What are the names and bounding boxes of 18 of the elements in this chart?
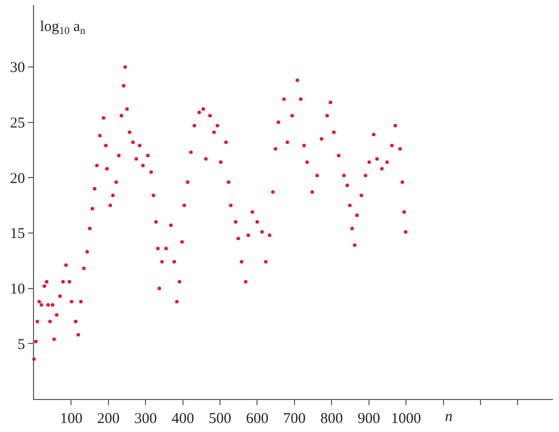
y-axis-title: log$_{10}$ a$_{n}$: [40, 19, 86, 38]
x-tick-label: 100: [60, 411, 82, 427]
x-tick-label: 1000: [391, 411, 422, 427]
y-tick-label: 15: [10, 226, 25, 242]
y-tick-label: 5: [18, 336, 25, 353]
x-tick-label: 800: [320, 411, 343, 427]
x-tick-label: 500: [208, 411, 232, 427]
y-tick-label: 25: [10, 116, 25, 132]
x-tick-label: 200: [97, 411, 120, 427]
x-tick-label: 300: [134, 411, 157, 427]
y-tick-label: 10: [10, 282, 25, 298]
y-tick-label: 30: [10, 60, 25, 76]
x-axis-title: n: [445, 409, 452, 425]
x-tick-label: 600: [246, 411, 268, 427]
x-tick-label: 400: [172, 411, 194, 427]
y-tick-label: 20: [10, 170, 25, 187]
x-tick-label: 900: [358, 411, 380, 427]
x-tick-label: 700: [283, 411, 306, 427]
